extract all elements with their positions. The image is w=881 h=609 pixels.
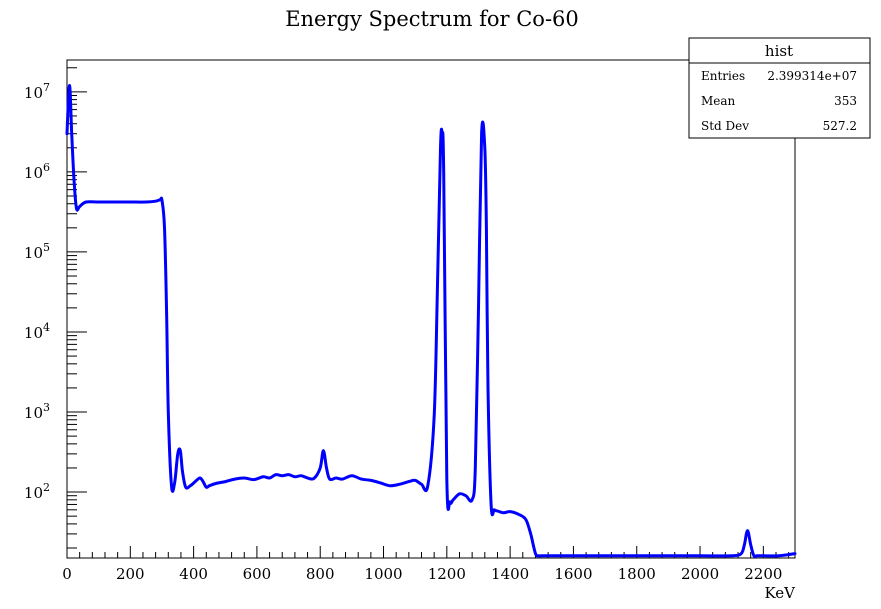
x-tick-label: 600 bbox=[243, 565, 272, 583]
x-tick-label: 800 bbox=[306, 565, 335, 583]
x-tick-label: 1000 bbox=[364, 565, 402, 583]
x-tick-label: 2000 bbox=[681, 565, 719, 583]
x-tick-label: 200 bbox=[116, 565, 145, 583]
x-axis-label: KeV bbox=[764, 584, 796, 602]
y-axis: 102 103 104 105 106 107 bbox=[24, 67, 87, 549]
y-tick-label: 102 bbox=[24, 481, 50, 502]
stats-stddev-label: Std Dev bbox=[701, 119, 749, 133]
y-tick-label: 107 bbox=[24, 81, 50, 102]
stats-stddev-value: 527.2 bbox=[823, 119, 857, 133]
x-tick-label: 2200 bbox=[744, 565, 782, 583]
y-tick-label: 103 bbox=[24, 401, 50, 422]
x-tick-label: 1200 bbox=[428, 565, 466, 583]
y-tick-label: 106 bbox=[24, 161, 50, 182]
x-axis: 0 200 400 600 800 1000 1200 1400 1600 1800 2000 220… bbox=[62, 546, 790, 583]
stats-mean-value: 353 bbox=[834, 94, 857, 108]
x-tick-label: 1600 bbox=[554, 565, 592, 583]
stats-entries-value: 2.399314e+07 bbox=[767, 69, 857, 83]
chart-title: Energy Spectrum for Co-60 bbox=[285, 7, 579, 31]
stats-box-title: hist bbox=[765, 42, 793, 60]
x-tick-label: 1400 bbox=[491, 565, 529, 583]
x-tick-label: 400 bbox=[179, 565, 208, 583]
spectrum-line bbox=[65, 84, 797, 559]
stats-mean-label: Mean bbox=[701, 94, 736, 108]
x-tick-label: 0 bbox=[62, 565, 72, 583]
y-tick-label: 105 bbox=[24, 241, 50, 262]
y-tick-label: 104 bbox=[24, 321, 50, 342]
plot-frame bbox=[66, 59, 796, 559]
x-tick-label: 1800 bbox=[618, 565, 656, 583]
stats-entries-label: Entries bbox=[701, 69, 745, 83]
stats-box: hist Entries 2.399314e+07 Mean 353 Std D… bbox=[688, 37, 871, 139]
